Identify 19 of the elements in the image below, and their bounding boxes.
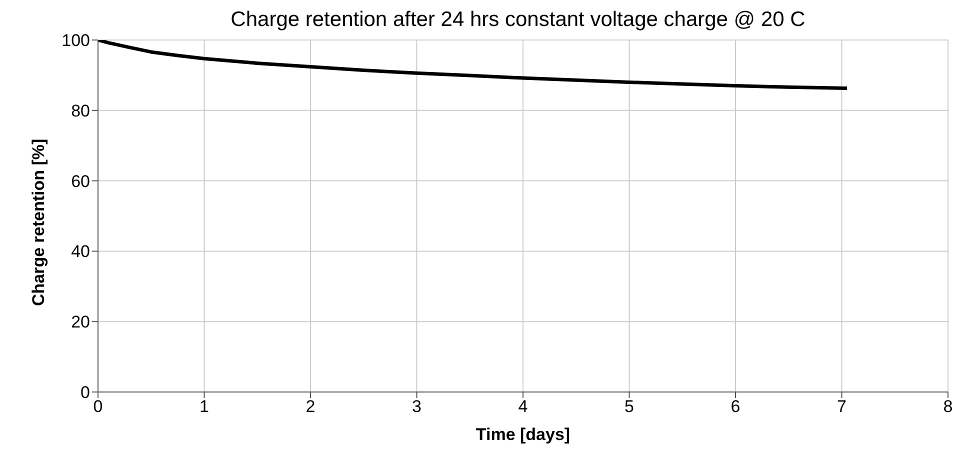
y-tick-label: 40	[71, 242, 90, 262]
y-tick-label: 20	[71, 312, 90, 332]
y-tick-label: 100	[62, 31, 90, 50]
x-axis-title: Time [days]	[476, 425, 570, 444]
x-tick-label: 0	[93, 397, 103, 416]
x-tick-label: 6	[730, 397, 740, 416]
x-tick-label: 1	[200, 397, 209, 416]
x-tick-label: 8	[943, 397, 953, 416]
x-tick-label: 5	[624, 397, 634, 416]
line-series	[98, 40, 849, 90]
x-tick-label: 7	[837, 397, 846, 416]
y-tick-label: 60	[71, 172, 90, 191]
y-tick-label: 0	[80, 383, 90, 402]
x-tick-label: 3	[412, 397, 422, 416]
y-axis-title: Charge retention [%]	[29, 138, 48, 306]
chart-title: Charge retention after 24 hrs constant voltage charge @ 20 C	[230, 8, 806, 32]
x-tick-label: 4	[518, 397, 528, 416]
x-tick-label: 2	[306, 397, 316, 416]
y-tick-label: 80	[71, 101, 90, 120]
